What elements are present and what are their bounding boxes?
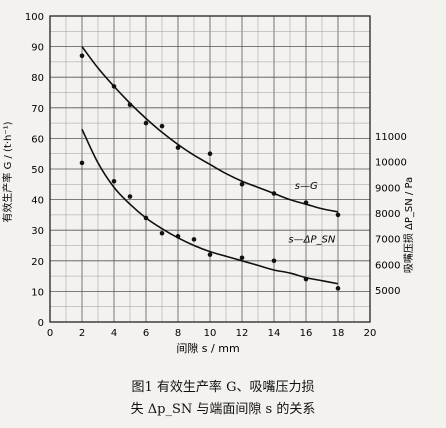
y-left-tick-label: 30 xyxy=(31,226,44,237)
series-label-s-G: s—G xyxy=(295,181,318,192)
x-axis-label: 间隙 s / mm xyxy=(176,341,239,355)
data-point-series-0 xyxy=(127,102,133,108)
y-right-tick-label: 7000 xyxy=(375,235,400,246)
data-point-series-1 xyxy=(111,178,117,184)
data-point-series-0 xyxy=(143,120,149,126)
x-tick-labels: 0 2 4 6 8 10 12 14 16 18 20 xyxy=(47,328,377,339)
x-tick-label: 8 xyxy=(175,328,181,339)
data-point-series-1 xyxy=(175,234,181,239)
y-left-tick-label: 80 xyxy=(31,73,44,84)
y-left-tick-label: 100 xyxy=(25,12,44,23)
x-tick-label: 16 xyxy=(300,328,313,339)
x-tick-label: 10 xyxy=(204,328,217,339)
y-left-tick-labels: 0 10 20 30 40 50 60 70 80 90 100 xyxy=(25,12,44,329)
y-left-tick-label: 10 xyxy=(31,287,44,298)
data-point-series-0 xyxy=(111,84,117,89)
y-right-tick-label: 6000 xyxy=(375,260,400,271)
data-points xyxy=(79,53,341,291)
y-right-tick-label: 10000 xyxy=(375,158,407,169)
x-tick-label: 20 xyxy=(364,328,377,339)
x-tick-label: 0 xyxy=(47,328,53,339)
y-left-tick-label: 60 xyxy=(31,134,44,145)
y-left-tick-label: 90 xyxy=(31,43,44,54)
data-point-series-1 xyxy=(207,252,213,257)
figure-caption-line1: 图1 有效生产率 G、吸嘴压力损 xyxy=(131,380,315,395)
grid xyxy=(49,15,371,323)
series-label-s-dPSN: s—ΔP_SN xyxy=(288,234,335,245)
data-point-series-0 xyxy=(175,145,181,150)
x-tick-label: 18 xyxy=(332,328,345,339)
data-point-series-0 xyxy=(159,123,165,129)
series-curve-1 xyxy=(81,128,339,285)
x-tick-label: 6 xyxy=(143,328,149,339)
y-left-tick-label: 70 xyxy=(31,104,44,115)
plot-frame xyxy=(49,15,371,323)
data-point-series-0 xyxy=(303,200,309,205)
data-point-series-0 xyxy=(207,151,213,156)
y-right-tick-label: 9000 xyxy=(375,183,400,194)
data-point-series-1 xyxy=(79,160,85,166)
data-point-series-1 xyxy=(159,230,165,236)
data-point-series-0 xyxy=(335,212,341,218)
x-tick-label: 14 xyxy=(268,328,281,339)
y-right-tick-label: 8000 xyxy=(375,209,400,220)
series-labels: s—G s—ΔP_SN xyxy=(288,181,335,246)
data-point-series-1 xyxy=(127,194,133,199)
x-tick-label: 12 xyxy=(236,328,249,339)
y-left-tick-label: 40 xyxy=(31,196,44,207)
y-right-tick-label: 11000 xyxy=(375,132,407,143)
y-left-axis-label: 有效生产率 G / (t·h⁻¹) xyxy=(1,121,14,222)
x-tick-label: 2 xyxy=(79,328,85,339)
data-point-series-1 xyxy=(191,237,197,242)
y-right-tick-label: 5000 xyxy=(375,286,400,297)
data-point-series-1 xyxy=(335,286,341,291)
series-curve-0 xyxy=(81,46,339,213)
data-point-series-1 xyxy=(239,255,245,261)
y-left-tick-label: 50 xyxy=(31,165,44,176)
y-right-axis-label: 吸嘴压损 ΔP_SN / Pa xyxy=(402,177,415,273)
data-point-series-1 xyxy=(143,215,149,221)
y-right-tick-labels: 5000 6000 7000 8000 9000 10000 11000 xyxy=(375,132,407,297)
plot-border xyxy=(49,15,371,323)
data-point-series-0 xyxy=(79,53,85,59)
data-point-series-1 xyxy=(303,276,309,282)
y-left-tick-label: 0 xyxy=(38,318,44,329)
data-point-series-0 xyxy=(239,182,245,187)
data-point-series-1 xyxy=(271,258,277,264)
x-tick-label: 4 xyxy=(111,328,117,339)
figure-caption-line2: 失 Δp_SN 与端面间隙 s 的关系 xyxy=(130,402,316,417)
data-point-series-0 xyxy=(271,191,277,196)
fitted-curves xyxy=(81,46,339,285)
y-left-tick-label: 20 xyxy=(31,257,44,268)
